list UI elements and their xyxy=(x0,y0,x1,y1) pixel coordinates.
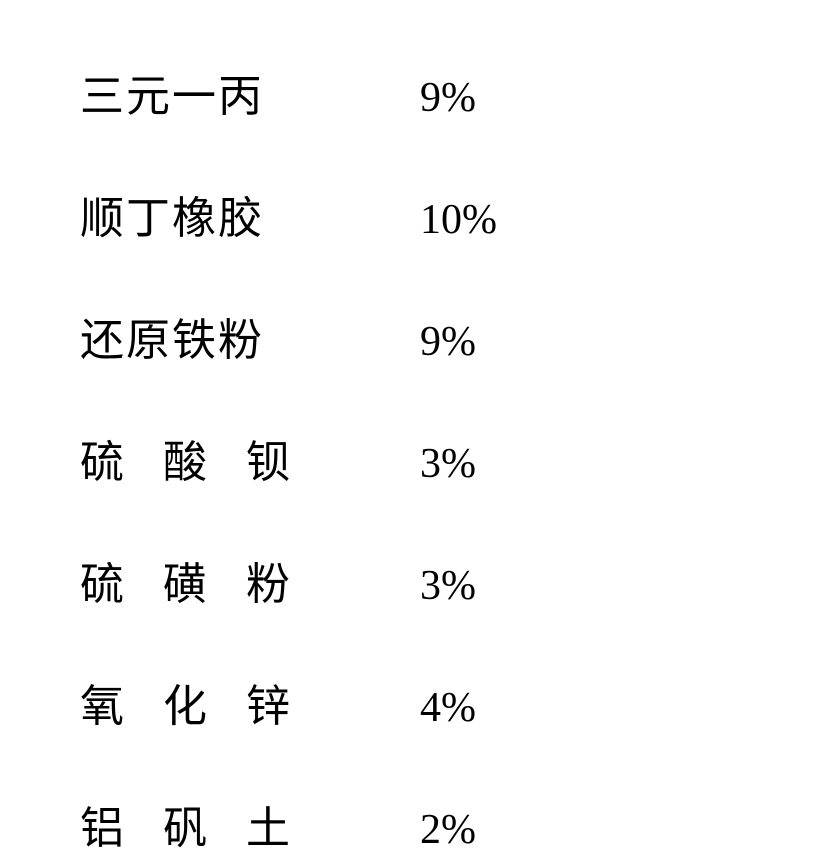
table-row: 还原铁粉 9% xyxy=(80,304,755,368)
table-row: 硫 磺 粉 3% xyxy=(80,548,755,612)
material-name: 硫 磺 粉 xyxy=(80,548,420,612)
composition-table: 三元一丙 9% 顺丁橡胶 10% 还原铁粉 9% 硫 酸 钡 3% 硫 磺 粉 … xyxy=(80,40,755,856)
table-row: 铝 矾 土 2% xyxy=(80,792,755,856)
material-name: 还原铁粉 xyxy=(80,304,420,368)
material-percentage: 4% xyxy=(420,684,476,732)
material-percentage: 9% xyxy=(420,318,476,366)
material-percentage: 3% xyxy=(420,562,476,610)
material-percentage: 2% xyxy=(420,806,476,854)
table-row: 氧 化 锌 4% xyxy=(80,670,755,734)
material-percentage: 9% xyxy=(420,74,476,122)
table-row: 顺丁橡胶 10% xyxy=(80,182,755,246)
material-name: 铝 矾 土 xyxy=(80,792,420,856)
material-name: 顺丁橡胶 xyxy=(80,182,420,246)
table-row: 硫 酸 钡 3% xyxy=(80,426,755,490)
table-row: 三元一丙 9% xyxy=(80,60,755,124)
material-percentage: 3% xyxy=(420,440,476,488)
material-name: 三元一丙 xyxy=(80,60,420,124)
material-percentage: 10% xyxy=(420,196,497,244)
material-name: 硫 酸 钡 xyxy=(80,426,420,490)
material-name: 氧 化 锌 xyxy=(80,670,420,734)
